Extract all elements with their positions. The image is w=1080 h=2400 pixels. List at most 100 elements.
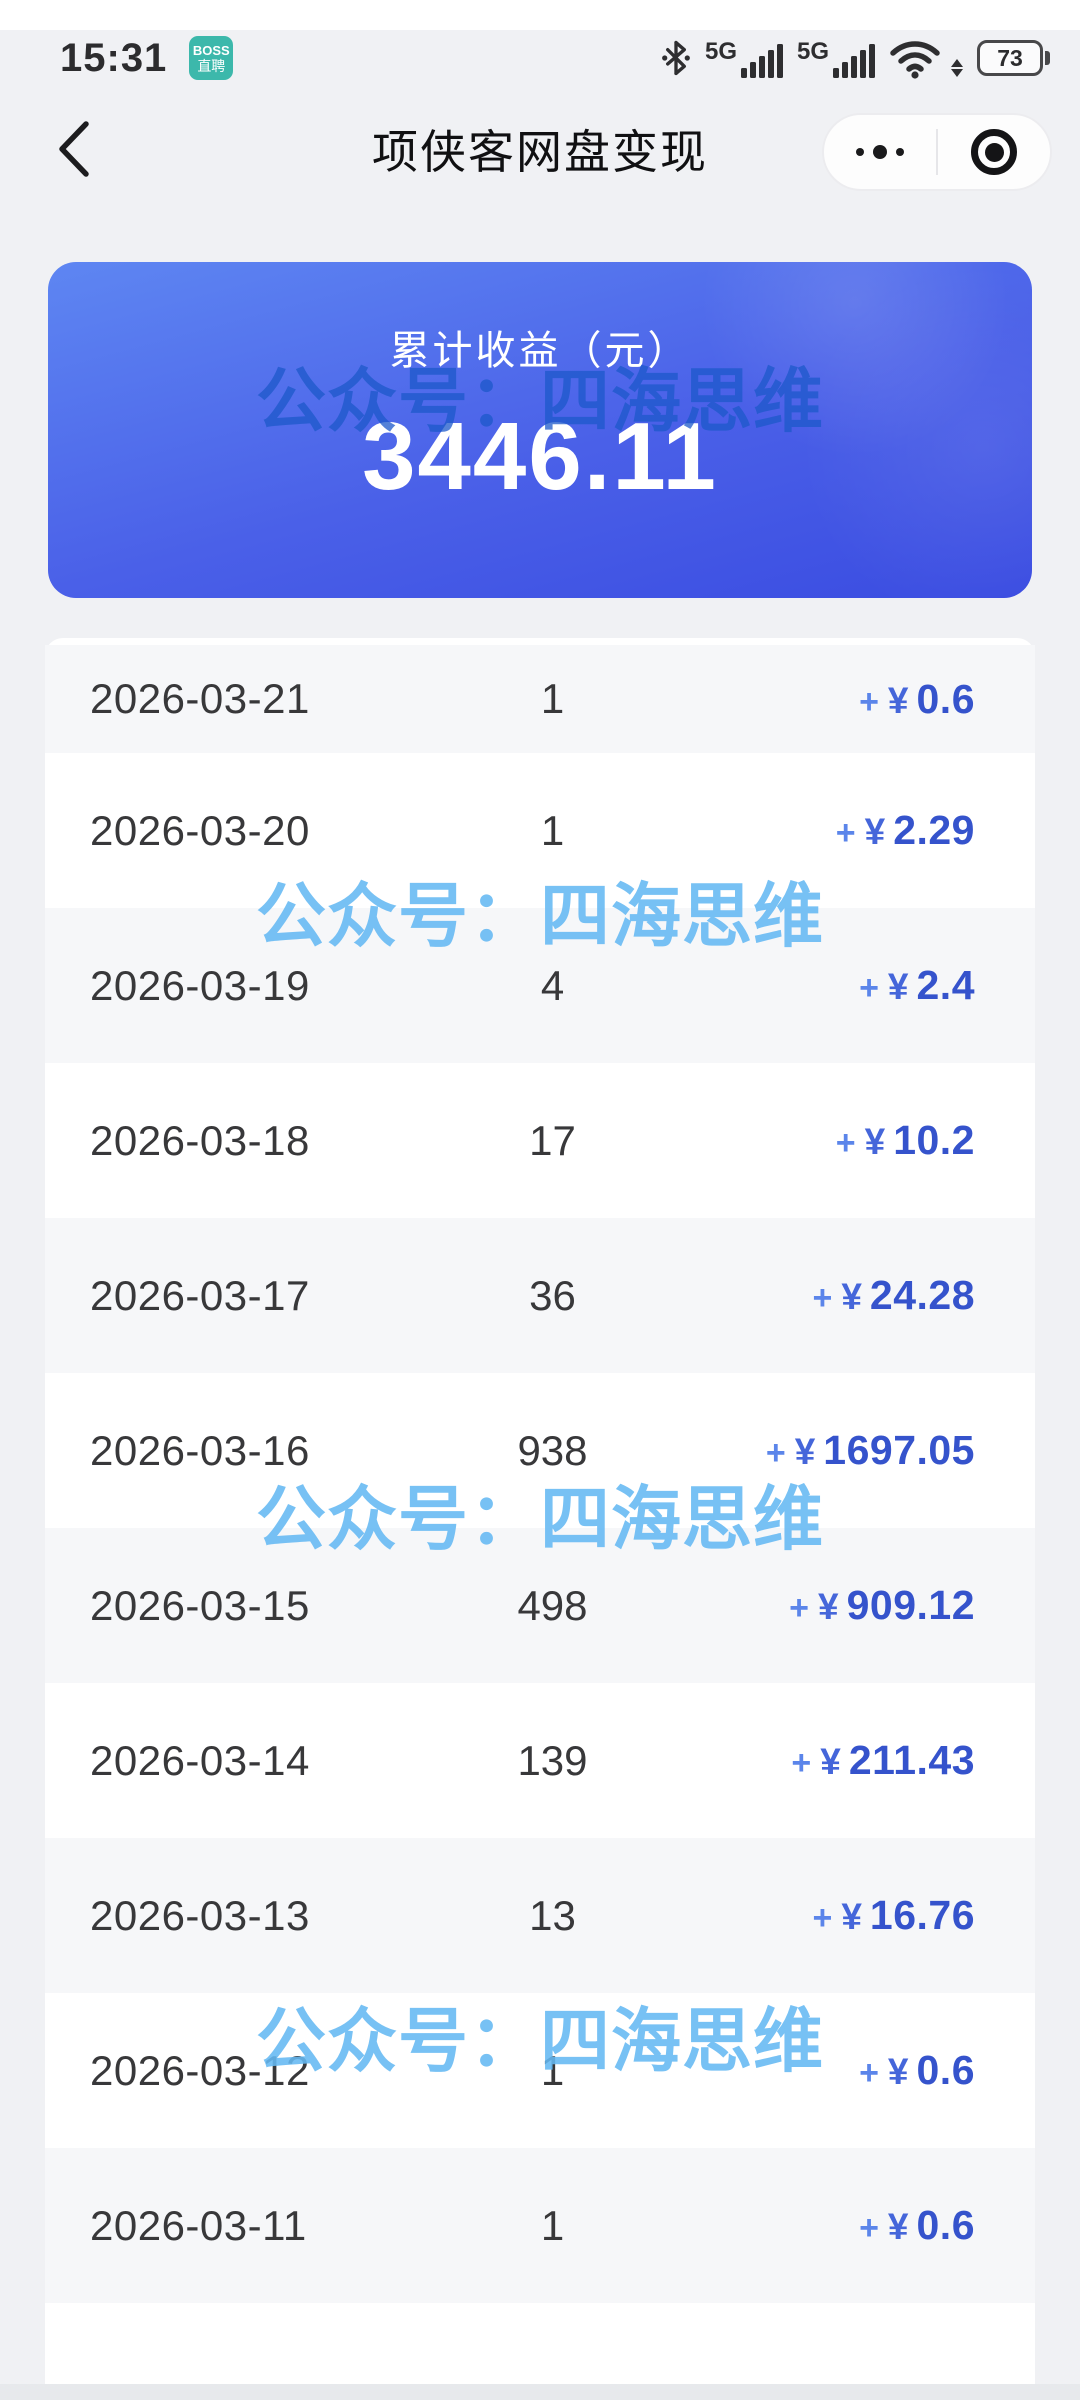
earnings-row: 2026-03-13 13 + ¥16.76	[45, 1838, 1035, 1993]
row-count: 498	[517, 1581, 588, 1629]
row-count: 1	[540, 2046, 565, 2094]
yen-sign: ¥	[887, 2206, 909, 2247]
amount-value: 0.6	[916, 2047, 975, 2093]
amount-value: 1697.05	[823, 1427, 975, 1473]
plus-sign: +	[789, 1589, 810, 1627]
earnings-row: 2026-03-15 498 + ¥909.12	[45, 1528, 1035, 1683]
earnings-row: 2026-03-21 1 + ¥0.6	[45, 645, 1035, 753]
plus-sign: +	[835, 814, 856, 852]
row-date: 2026-03-18	[90, 1116, 310, 1164]
row-date: 2026-03-19	[90, 961, 310, 1009]
row-count: 1	[540, 675, 565, 722]
battery-icon: 73	[977, 40, 1050, 76]
earnings-summary-card: 累计收益（元） 3446.11	[48, 262, 1032, 598]
earnings-row: 2026-03-20 1 + ¥2.29	[45, 753, 1035, 908]
row-amount: + ¥16.76	[655, 1892, 975, 1939]
yen-sign: ¥	[864, 811, 886, 852]
yen-sign: ¥	[887, 679, 909, 721]
earnings-row: 2026-03-11 1 + ¥0.6	[45, 2148, 1035, 2303]
amount-value: 2.4	[916, 962, 975, 1008]
row-amount: + ¥24.28	[655, 1272, 975, 1319]
bluetooth-icon	[661, 39, 691, 77]
list-tail-spacer	[45, 2303, 1035, 2385]
summary-label: 累计收益（元）	[389, 329, 691, 373]
row-date: 2026-03-16	[90, 1426, 310, 1474]
status-bar: 15:31 BOSS 直聘 5G 5G	[0, 30, 1080, 86]
yen-sign: ¥	[841, 1276, 862, 1317]
yen-sign: ¥	[887, 2051, 909, 2092]
plus-sign: +	[859, 969, 879, 1007]
plus-sign: +	[812, 1279, 833, 1317]
amount-value: 909.12	[846, 1582, 975, 1628]
yen-sign: ¥	[820, 1741, 841, 1782]
target-circle-icon	[971, 129, 1017, 175]
amount-value: 16.76	[869, 1892, 975, 1938]
row-date: 2026-03-13	[90, 1891, 310, 1939]
boss-zhipin-badge-icon: BOSS 直聘	[189, 36, 234, 80]
back-button[interactable]	[52, 118, 96, 180]
amount-value: 0.6	[916, 675, 975, 722]
row-amount: + ¥0.6	[655, 2202, 975, 2249]
amount-value: 0.6	[916, 2202, 975, 2248]
row-amount: + ¥2.29	[655, 807, 975, 854]
row-date: 2026-03-11	[90, 2201, 307, 2249]
row-amount: + ¥211.43	[655, 1737, 975, 1784]
three-dots-icon	[856, 145, 904, 159]
row-amount: + ¥0.6	[655, 2047, 975, 2094]
row-date: 2026-03-21	[90, 675, 310, 722]
yen-sign: ¥	[887, 966, 909, 1007]
earnings-row: 2026-03-16 938 + ¥1697.05	[45, 1373, 1035, 1528]
earnings-row: 2026-03-19 4 + ¥2.4	[45, 908, 1035, 1063]
row-count: 36	[529, 1271, 576, 1319]
row-count: 139	[517, 1736, 588, 1784]
amount-value: 10.2	[893, 1117, 975, 1163]
more-button[interactable]	[824, 115, 936, 189]
summary-value: 3446.11	[362, 403, 718, 510]
data-transfer-arrows-icon	[951, 59, 963, 77]
yen-sign: ¥	[841, 1896, 862, 1937]
cellular-signal-icon: 5G	[797, 38, 875, 78]
row-date: 2026-03-17	[90, 1271, 310, 1319]
plus-sign: +	[859, 2209, 879, 2247]
earnings-row: 2026-03-14 139 + ¥211.43	[45, 1683, 1035, 1838]
page-title: 项侠客网盘变现	[372, 126, 708, 178]
earnings-row: 2026-03-12 1 + ¥0.6	[45, 1993, 1035, 2148]
wifi-icon	[889, 37, 941, 79]
amount-value: 24.28	[869, 1272, 975, 1318]
yen-sign: ¥	[818, 1586, 839, 1627]
yen-sign: ¥	[864, 1121, 886, 1162]
amount-value: 211.43	[848, 1737, 975, 1783]
amount-value: 2.29	[893, 807, 975, 853]
row-amount: + ¥909.12	[655, 1582, 975, 1629]
row-date: 2026-03-14	[90, 1736, 310, 1784]
plus-sign: +	[859, 2054, 879, 2092]
row-count: 13	[529, 1891, 576, 1939]
row-count: 4	[540, 961, 565, 1009]
row-amount: + ¥2.4	[655, 962, 975, 1009]
chevron-left-icon	[52, 118, 96, 180]
cellular-signal-icon: 5G	[705, 38, 783, 78]
earnings-list[interactable]: 2026-03-21 1 + ¥0.6 2026-03-20 1 + ¥2.29 2026-03…	[45, 638, 1035, 2385]
capsule-divider	[936, 129, 938, 175]
close-minimize-button[interactable]	[938, 115, 1050, 189]
row-count: 17	[529, 1116, 576, 1164]
earnings-row: 2026-03-18 17 + ¥10.2	[45, 1063, 1035, 1218]
row-date: 2026-03-12	[90, 2046, 310, 2094]
plus-sign: +	[835, 1124, 856, 1162]
bottom-band	[0, 2384, 1080, 2400]
earnings-row: 2026-03-17 36 + ¥24.28	[45, 1218, 1035, 1373]
row-date: 2026-03-20	[90, 806, 310, 854]
plus-sign: +	[812, 1899, 833, 1937]
plus-sign: +	[859, 682, 879, 721]
row-amount: + ¥10.2	[655, 1117, 975, 1164]
nav-bar: 项侠客网盘变现	[0, 86, 1080, 212]
yen-sign: ¥	[794, 1431, 816, 1472]
battery-percent: 73	[997, 44, 1023, 71]
row-date: 2026-03-15	[90, 1581, 310, 1629]
row-count: 938	[517, 1426, 588, 1474]
row-count: 1	[540, 806, 565, 854]
miniprogram-capsule	[822, 113, 1052, 191]
row-amount: + ¥1697.05	[655, 1427, 975, 1474]
plus-sign: +	[765, 1434, 786, 1472]
